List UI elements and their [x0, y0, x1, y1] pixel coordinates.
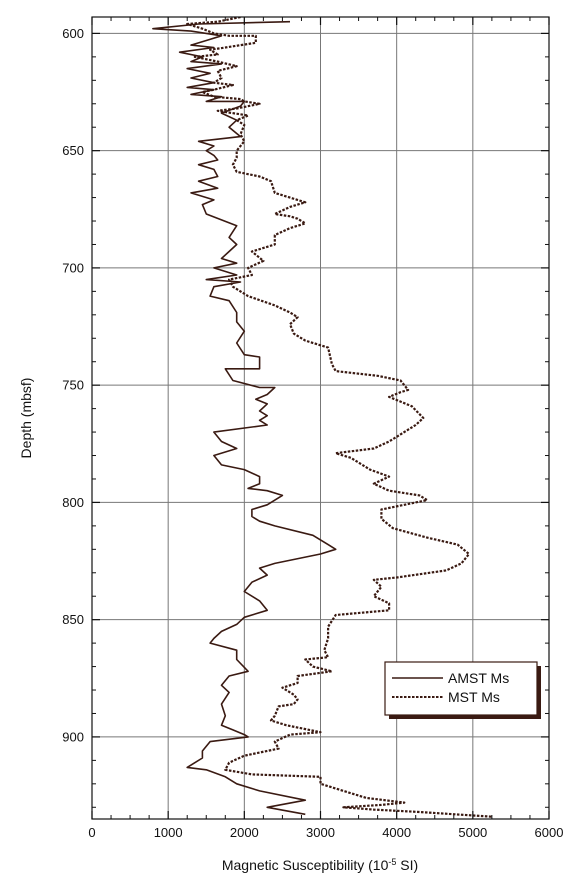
grid-lines — [92, 17, 549, 819]
series-line-amst — [152, 20, 337, 816]
x-tick-label: 0 — [88, 825, 95, 840]
y-tick-label: 600 — [62, 26, 84, 41]
y-tick-label: 700 — [62, 260, 84, 275]
y-axis-title: Depth (mbsf) — [18, 378, 34, 459]
series-layer — [152, 17, 492, 818]
x-axis-title-exponent: -5 — [388, 857, 396, 867]
y-tick-labels: 600 650 700 750 800 850 900 — [62, 26, 84, 745]
series-line-mst — [186, 17, 492, 818]
y-tick-label: 750 — [62, 378, 84, 393]
legend-label-amst: AMST Ms — [448, 670, 509, 686]
y-tick-label: 800 — [62, 495, 84, 510]
x-axis-title: Magnetic Susceptibility (10-5 SI) — [222, 857, 418, 873]
x-axis-title-unit: SI) — [396, 857, 418, 873]
x-tick-label: 1000 — [154, 825, 183, 840]
x-tick-labels: 0 1000 2000 3000 4000 5000 6000 — [88, 825, 563, 840]
x-tick-label: 3000 — [306, 825, 335, 840]
y-tick-label: 650 — [62, 143, 84, 158]
y-tick-label: 900 — [62, 729, 84, 744]
legend-box — [384, 661, 538, 716]
y-tick-label: 850 — [62, 612, 84, 627]
x-tick-label: 4000 — [382, 825, 411, 840]
x-tick-label: 5000 — [458, 825, 487, 840]
axis-ticks — [91, 17, 550, 819]
x-tick-label: 6000 — [535, 825, 564, 840]
x-tick-label: 2000 — [230, 825, 259, 840]
x-axis-title-main: Magnetic Susceptibility (10 — [222, 857, 389, 873]
legend-label-mst: MST Ms — [448, 689, 500, 705]
legend: AMST Ms MST Ms — [384, 661, 541, 719]
